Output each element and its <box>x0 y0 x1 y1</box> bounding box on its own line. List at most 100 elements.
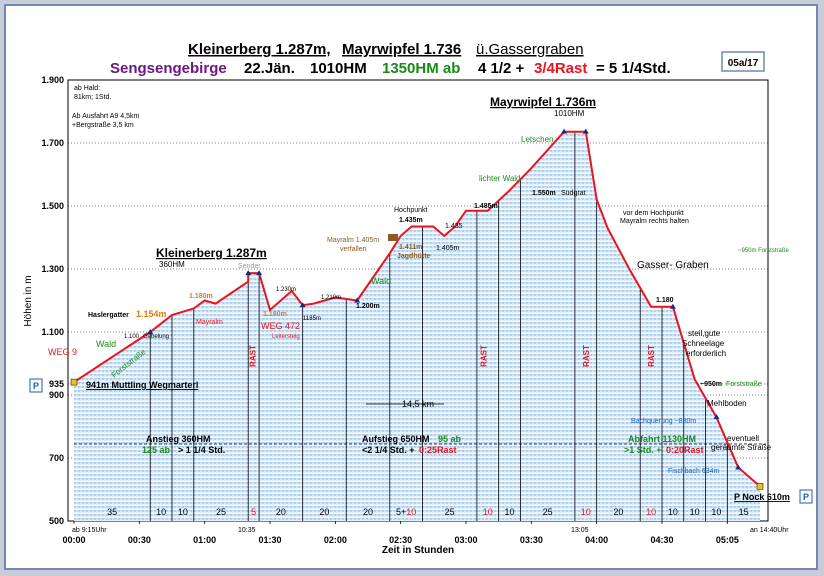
waypoint-marker <box>669 303 676 309</box>
waypoint-marker <box>561 128 567 134</box>
label-verfallen: verfallen <box>340 246 367 253</box>
label-gasser-graben: Gasser- Graben <box>637 260 709 271</box>
label-p-nock: P Nock 610m <box>734 492 790 502</box>
y-axis-title: Höhen in m <box>23 275 34 326</box>
segment-duration: 25 <box>445 507 455 517</box>
x-tick-label: 00:00 <box>62 535 85 545</box>
x-tick-label: 00:30 <box>128 535 151 545</box>
label-lichter-wald: lichter Wald <box>479 174 521 183</box>
title-time-rast: 3/4Rast <box>534 60 587 77</box>
label-aufstieg: Aufstieg 650HM <box>362 434 430 444</box>
parking-label-left: P <box>33 381 39 391</box>
segment-duration: 10 <box>505 507 515 517</box>
segment-duration: 10 <box>178 507 188 517</box>
label-fischbach: Fischbach 634m <box>668 468 720 475</box>
label-1180m-mayralm: 1.180m <box>189 293 213 300</box>
label-bachquerung: Bachquerung ~830m <box>631 418 696 425</box>
label-1185m: 1185m <box>303 316 321 322</box>
segment-duration: 10 <box>690 507 700 517</box>
label-weg472: WEG 472 <box>261 321 300 331</box>
label-bergstrasse: +Bergstraße 3,5 km <box>72 122 134 129</box>
rast-label: RAST <box>582 345 591 367</box>
x-tick-label: 03:30 <box>520 535 543 545</box>
label-95ab: 95 ab <box>438 434 462 444</box>
label-eventuell: eventuell <box>727 434 759 443</box>
segment-duration: 20 <box>276 507 286 517</box>
segment-duration: 10 <box>668 507 678 517</box>
rast-label: RAST <box>479 345 488 367</box>
label-steil: steil,gute <box>688 329 721 338</box>
segment-duration: 20 <box>319 507 329 517</box>
label-hochpunkt: Hochpunkt <box>394 207 428 214</box>
label-wald-2: Wald <box>371 276 391 286</box>
label-leitersteig: Leitersteig <box>272 334 300 340</box>
segment-duration: 10 <box>646 507 656 517</box>
x-tick-label: 04:30 <box>650 535 673 545</box>
end-marker <box>756 483 764 490</box>
code-box <box>721 51 765 72</box>
title-hm: 1010HM <box>310 60 367 77</box>
profile-layer <box>73 130 761 488</box>
label-time-start: ab 9:15Uhr <box>72 527 107 534</box>
waypoint-marker <box>256 270 263 276</box>
waypoint-marker <box>582 128 589 134</box>
segment-duration: 20 <box>363 507 373 517</box>
segment-duration: 5+10 <box>396 507 416 517</box>
label-1230m: 1.230m <box>276 287 296 293</box>
parking-label-right: P <box>803 492 809 502</box>
label-forststrasse-950: ~950m Forststraße <box>738 248 790 254</box>
title-part1: Kleinerberg 1.287m, <box>188 41 331 58</box>
y-tick-label: 900 <box>49 390 64 400</box>
profile-chart: Kleinerberg 1.287m, Mayrwipfel 1.736 ü.G… <box>23 41 813 556</box>
rast-label: RAST <box>249 345 258 367</box>
segment-duration: 20 <box>613 507 623 517</box>
label-1200m: 1.200m <box>356 303 380 310</box>
marker-layer <box>70 128 764 490</box>
label-1435m: 1.435m <box>399 217 423 224</box>
waypoint-marker <box>354 297 361 303</box>
x-axis-title: Zeit in Stunden <box>382 545 454 556</box>
waypoint-marker <box>147 329 154 334</box>
segment-duration: 10 <box>156 507 166 517</box>
waypoint-marker <box>299 302 306 308</box>
label-letschen: Letschen <box>521 135 553 144</box>
label-weg9: WEG 9 <box>48 347 77 357</box>
label-1411m: 1.411m <box>399 244 422 251</box>
segment-duration: 10 <box>711 507 721 517</box>
label-kleinerberg: Kleinerberg 1.287m <box>156 246 267 260</box>
title-region: Sengsengebirge <box>110 60 227 77</box>
label-1210m: 1.210m <box>321 295 341 301</box>
label-suedgrat: Südgrat <box>561 190 586 197</box>
label-1180m-weg: 1.180m <box>263 311 287 318</box>
profile-line <box>73 130 761 488</box>
title-hm-ab: 1350HM ab <box>382 60 460 77</box>
label-time-end: an 14:40Uhr <box>750 527 789 534</box>
segment-duration: 5 <box>251 507 256 517</box>
waypoint-marker <box>245 270 252 276</box>
segment-layer: 35 10 10 25 5 20 20 20 5+10 25 10 10 25 10 20 10 10 10 10 1… <box>107 131 749 521</box>
area-layer <box>74 131 760 521</box>
label-125ab: 125 ab <box>142 445 171 455</box>
y-tick-label: 700 <box>49 453 64 463</box>
label-std1: >1 Std. + <box>624 445 662 455</box>
y-tick-label: 1.100 <box>41 327 64 337</box>
label-time-1035: 10:35 <box>238 527 256 534</box>
label-mehlboden: Mehlboden <box>707 399 747 408</box>
y-tick-label: 935 <box>49 379 64 389</box>
label-erforderlich: erforderlich <box>686 349 726 358</box>
label-anstieg: Anstieg 360HM <box>146 434 211 444</box>
segment-duration: 35 <box>107 507 117 517</box>
label-rast025: 0:25Rast <box>419 445 457 455</box>
label-mayralm-1405: Mayralm 1.405m <box>327 237 379 244</box>
jagdhuette-icon <box>388 234 398 241</box>
x-tick-label: 02:00 <box>324 535 347 545</box>
label-1435: 1.435 <box>445 223 463 230</box>
label-forststrasse-green: Forststraße <box>726 381 762 388</box>
label-vor-hochpunkt: vor dem Hochpunkt <box>623 210 684 217</box>
parking-icon-left <box>29 378 43 393</box>
label-rast020: 0:20Rast <box>666 445 704 455</box>
label-14-5km: 14,5 km <box>402 399 434 409</box>
label-muttling: 941m Muttling Wegmarterl <box>86 380 198 390</box>
waypoint-marker <box>713 414 720 420</box>
